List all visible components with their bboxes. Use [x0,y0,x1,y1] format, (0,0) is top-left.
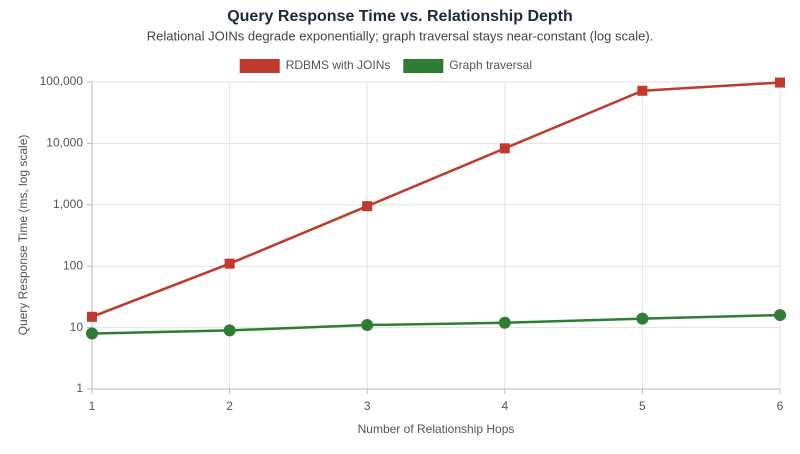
y-tick-label: 1 [76,381,83,395]
point [224,258,235,269]
point [87,311,97,322]
legend-swatch [403,59,444,73]
point [637,85,648,96]
point [223,324,236,337]
point [86,327,98,340]
x-axis-title: Number of Relationship Hops [358,422,515,436]
point [499,143,510,154]
point [498,316,511,329]
legend-swatch [239,59,280,73]
legend-label: Graph traversal [449,58,532,72]
y-tick-label: 1,000 [53,197,83,211]
y-tick-label: 100 [63,258,83,272]
x-tick-label: 5 [639,399,646,413]
x-tick-label: 4 [501,399,508,413]
y-tick-label: 100,000 [40,74,84,88]
chart-title: Query Response Time vs. Relationship Dep… [227,8,573,25]
legend-label: RDBMS with JOINs [286,58,391,72]
point [636,312,649,325]
y-axis-title: Query Response Time (ms, log scale) [16,135,30,336]
series-line [91,313,781,335]
point [361,319,374,332]
series-line [91,81,781,318]
point [775,77,785,88]
x-tick-label: 6 [777,399,784,413]
chart-subtitle: Relational JOINs degrade exponentially; … [147,28,654,43]
x-tick-label: 3 [364,399,371,413]
x-tick-label: 1 [89,399,96,413]
y-tick-label: 10,000 [46,136,83,150]
y-tick-label: 10 [70,320,84,334]
point [362,201,373,212]
point [774,309,786,322]
x-tick-label: 2 [226,399,233,413]
